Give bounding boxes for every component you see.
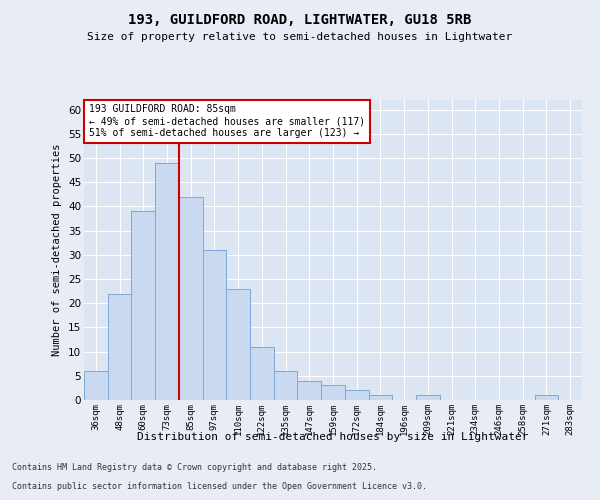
Bar	[250, 347, 274, 400]
Bar	[155, 163, 179, 400]
Y-axis label: Number of semi-detached properties: Number of semi-detached properties	[52, 144, 62, 356]
Text: Distribution of semi-detached houses by size in Lightwater: Distribution of semi-detached houses by …	[137, 432, 529, 442]
Text: Contains HM Land Registry data © Crown copyright and database right 2025.: Contains HM Land Registry data © Crown c…	[12, 464, 377, 472]
Bar	[84, 371, 108, 400]
Text: 193 GUILDFORD ROAD: 85sqm
← 49% of semi-detached houses are smaller (117)
51% of: 193 GUILDFORD ROAD: 85sqm ← 49% of semi-…	[89, 104, 365, 138]
Bar	[368, 395, 392, 400]
Bar	[321, 386, 345, 400]
Bar	[274, 371, 298, 400]
Text: Size of property relative to semi-detached houses in Lightwater: Size of property relative to semi-detach…	[88, 32, 512, 42]
Bar	[345, 390, 368, 400]
Bar	[416, 395, 440, 400]
Bar	[131, 212, 155, 400]
Bar	[535, 395, 558, 400]
Bar	[179, 197, 203, 400]
Bar	[203, 250, 226, 400]
Text: Contains public sector information licensed under the Open Government Licence v3: Contains public sector information licen…	[12, 482, 427, 491]
Bar	[226, 288, 250, 400]
Text: 193, GUILDFORD ROAD, LIGHTWATER, GU18 5RB: 193, GUILDFORD ROAD, LIGHTWATER, GU18 5R…	[128, 12, 472, 26]
Bar	[108, 294, 131, 400]
Bar	[298, 380, 321, 400]
